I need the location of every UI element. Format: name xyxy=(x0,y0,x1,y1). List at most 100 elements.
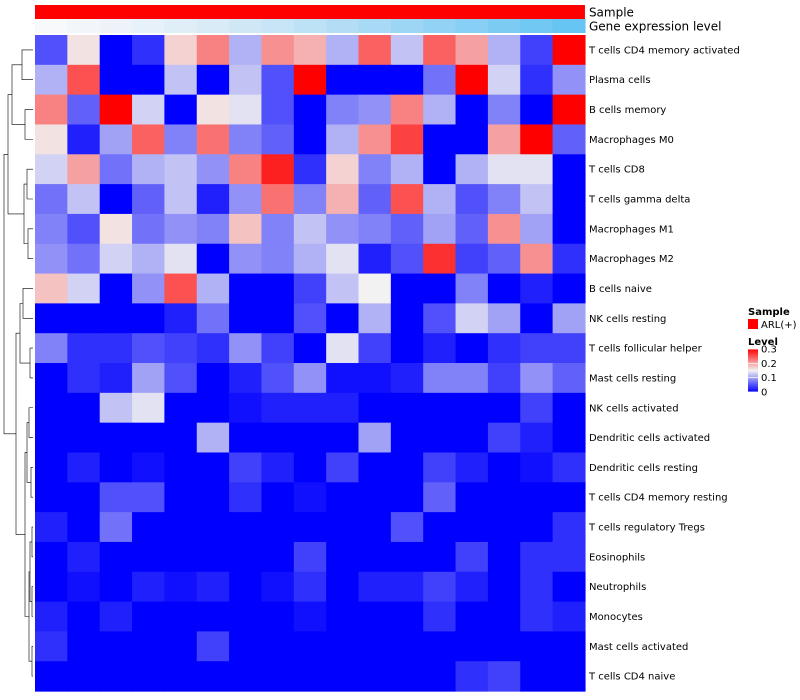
heatmap-cell xyxy=(99,363,133,394)
heatmap-cell xyxy=(164,482,198,513)
heatmap-cell xyxy=(520,512,554,543)
heatmap-cell xyxy=(261,333,295,364)
heatmap-cell xyxy=(35,303,68,334)
heatmap-cell xyxy=(261,661,295,692)
heatmap-cell xyxy=(196,392,230,424)
heatmap-cell xyxy=(487,94,521,126)
heatmap-cell xyxy=(293,213,327,245)
row-label: Monocytes xyxy=(589,612,643,623)
heatmap-cell xyxy=(358,631,392,662)
heatmap-cell xyxy=(99,243,133,275)
heatmap-cell xyxy=(487,333,521,364)
sample-legend-label: ARL(+) xyxy=(761,320,797,331)
heatmap-cell xyxy=(487,512,521,543)
heatmap-cell xyxy=(229,35,263,66)
heatmap-cell xyxy=(358,541,392,573)
heatmap-cell xyxy=(196,333,230,364)
heatmap-cell xyxy=(423,64,457,96)
heatmap-cell xyxy=(390,124,424,155)
heatmap-cell xyxy=(132,333,165,364)
heatmap-cell xyxy=(487,661,521,692)
heatmap-cell xyxy=(229,303,263,334)
heatmap-cell xyxy=(326,213,360,245)
heatmap-cells xyxy=(35,35,586,692)
heatmap-cell xyxy=(132,213,165,245)
heatmap-cell xyxy=(423,124,457,155)
heatmap-cell xyxy=(520,482,554,513)
heatmap-cell xyxy=(423,213,457,245)
heatmap-cell xyxy=(164,661,198,692)
heatmap-cell xyxy=(164,422,198,454)
heatmap-cell xyxy=(455,482,489,513)
heatmap-cell xyxy=(229,184,263,215)
heatmap-cell xyxy=(164,124,198,155)
heatmap-cell xyxy=(229,452,263,483)
heatmap-cell xyxy=(196,243,230,275)
heatmap-cell xyxy=(67,184,101,215)
heatmap-cell xyxy=(67,303,101,334)
heatmap-cell xyxy=(358,64,392,96)
heatmap-cell xyxy=(552,243,586,275)
expression-annotation-cell xyxy=(261,19,295,33)
heatmap-cell xyxy=(390,482,424,513)
heatmap-cell xyxy=(520,184,554,215)
heatmap-cell xyxy=(326,243,360,275)
heatmap-cell xyxy=(229,661,263,692)
expression-annotation-cell xyxy=(229,19,263,33)
heatmap-cell xyxy=(261,452,295,483)
heatmap-cell xyxy=(132,154,165,185)
heatmap-cell xyxy=(552,661,586,692)
heatmap-cell xyxy=(164,452,198,483)
expression-annotation-cell xyxy=(520,19,554,33)
heatmap-cell xyxy=(196,35,230,66)
heatmap-cell xyxy=(520,333,554,364)
heatmap-cell xyxy=(261,273,295,304)
heatmap-cell xyxy=(67,631,101,662)
dendrogram-branch xyxy=(23,183,28,245)
row-label: Mast cells resting xyxy=(589,373,676,384)
heatmap-cell xyxy=(67,601,101,632)
heatmap-cell xyxy=(423,541,457,573)
heatmap-cell xyxy=(326,541,360,573)
heatmap-cell xyxy=(293,35,327,66)
heatmap-cell xyxy=(132,541,165,573)
heatmap-cell xyxy=(261,213,295,245)
heatmap-cell xyxy=(487,571,521,603)
heatmap-cell xyxy=(390,303,424,334)
row-label: Mast cells activated xyxy=(589,642,688,653)
row-label: T cells CD4 naive xyxy=(588,672,675,683)
heatmap-cell xyxy=(423,303,457,334)
heatmap-cell xyxy=(358,392,392,424)
heatmap-cell xyxy=(35,601,68,632)
heatmap-cell xyxy=(390,154,424,185)
heatmap-cell xyxy=(196,363,230,394)
heatmap-cell xyxy=(35,35,68,66)
heatmap-cell xyxy=(520,273,554,304)
heatmap-cell xyxy=(390,363,424,394)
heatmap-cell xyxy=(358,124,392,155)
heatmap-cell xyxy=(390,571,424,603)
heatmap-cell xyxy=(35,124,68,155)
heatmap-cell xyxy=(196,184,230,215)
heatmap-cell xyxy=(35,452,68,483)
heatmap-cell xyxy=(455,392,489,424)
heatmap-cell xyxy=(229,124,263,155)
heatmap-cell xyxy=(487,154,521,185)
heatmap-cell xyxy=(35,94,68,126)
heatmap-cell xyxy=(67,213,101,245)
heatmap-cell xyxy=(293,392,327,424)
expression-annotation-cell xyxy=(390,19,424,33)
heatmap-cell xyxy=(67,452,101,483)
heatmap-cell xyxy=(423,422,457,454)
heatmap-cell xyxy=(487,631,521,662)
heatmap-cell xyxy=(164,333,198,364)
heatmap-cell xyxy=(293,184,327,215)
heatmap-cell xyxy=(520,571,554,603)
heatmap-cell xyxy=(67,392,101,424)
heatmap-cell xyxy=(552,35,586,66)
heatmap-cell xyxy=(455,661,489,692)
heatmap-cell xyxy=(99,482,133,513)
heatmap-cell xyxy=(455,243,489,275)
heatmap-cell xyxy=(99,94,133,126)
heatmap-cell xyxy=(520,35,554,66)
